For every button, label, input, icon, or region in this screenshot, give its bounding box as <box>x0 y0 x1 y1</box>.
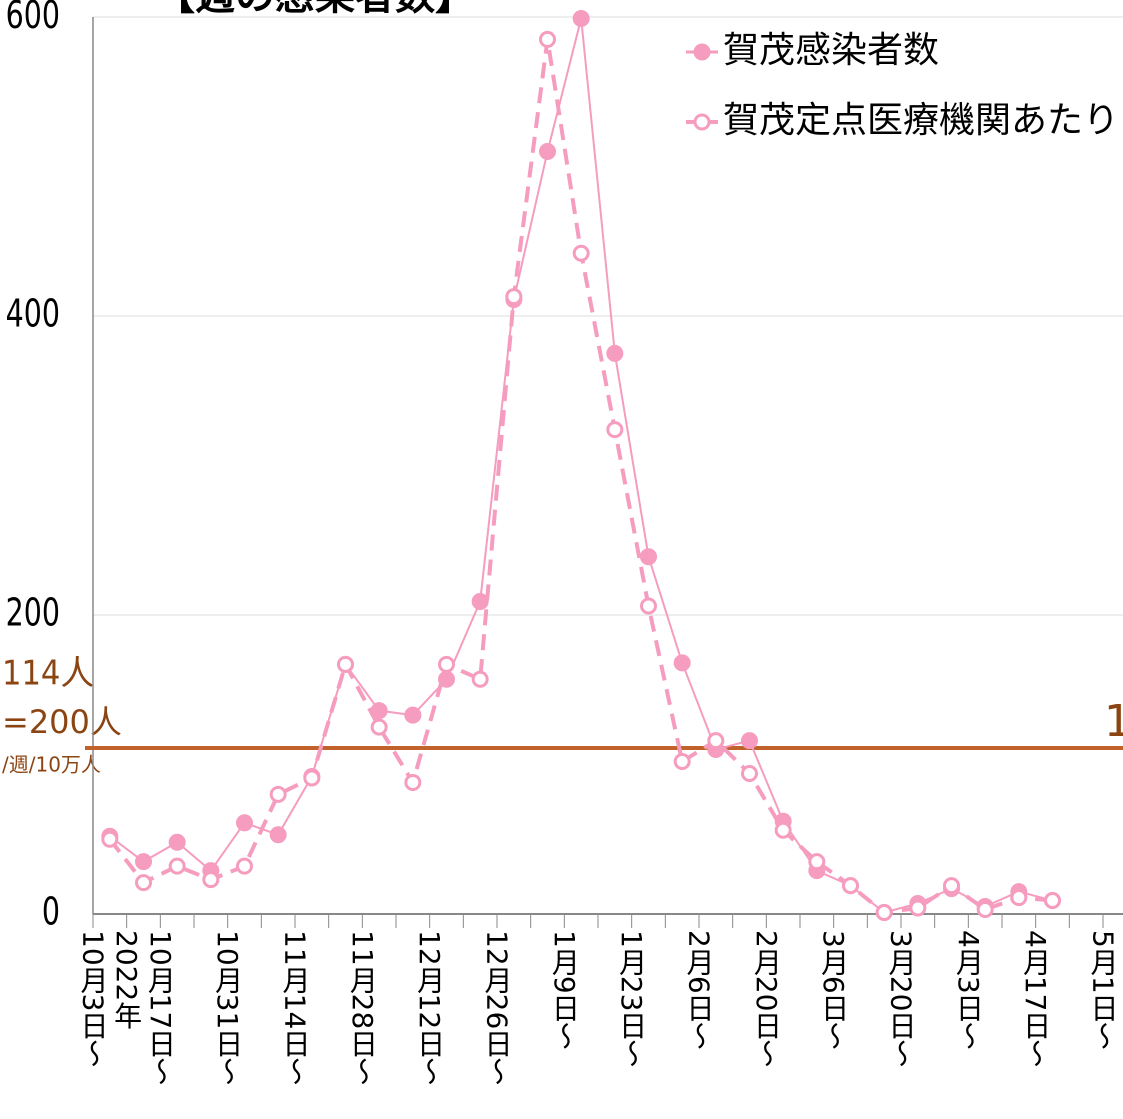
legend-label: 賀茂定点医療機関あたり <box>723 100 1119 141</box>
annotation: /週/10万人 <box>2 753 101 777</box>
point <box>606 421 624 439</box>
point <box>707 732 725 750</box>
point <box>976 901 994 919</box>
point <box>673 753 691 771</box>
point <box>640 548 657 566</box>
x-tick-label: 3月20日～ <box>885 930 918 1067</box>
point <box>539 30 556 48</box>
chart-title: 【週の感染者数】 <box>155 0 475 19</box>
x-tick-label: 3月6日～ <box>817 930 850 1050</box>
point <box>808 853 826 871</box>
point <box>1010 889 1028 907</box>
y-tick-label: 200 <box>6 591 60 635</box>
x-tick-label: 11月14日～ <box>279 930 312 1085</box>
point <box>875 904 893 922</box>
point <box>572 9 590 27</box>
x-tick-label: 4月17日～ <box>1019 930 1052 1067</box>
point <box>269 826 287 844</box>
point <box>842 877 859 895</box>
point <box>774 821 792 839</box>
series-line <box>108 39 1053 915</box>
legend-marker <box>693 43 711 61</box>
point <box>269 785 287 803</box>
annotation: 1 <box>1104 696 1123 747</box>
point <box>505 288 523 306</box>
point <box>909 899 927 917</box>
point <box>741 764 758 782</box>
x-tick-label: 10月31日～ <box>211 930 244 1085</box>
x-tick-label: 10月3日～ <box>77 930 110 1067</box>
y-tick-label: 0 <box>42 890 60 934</box>
point <box>539 143 556 161</box>
point <box>236 814 253 832</box>
x-tick-label: 1月23日～ <box>615 930 648 1067</box>
point <box>1044 892 1061 910</box>
point <box>640 597 657 615</box>
point <box>135 874 152 892</box>
point <box>404 706 422 724</box>
point <box>202 871 220 889</box>
point <box>943 877 960 895</box>
point <box>101 830 119 848</box>
x-tick-label: 11月28日～ <box>346 930 379 1085</box>
point <box>471 670 489 688</box>
point <box>303 769 321 787</box>
point <box>606 344 624 362</box>
point <box>236 857 253 875</box>
y-tick-label: 600 <box>6 0 60 37</box>
x-tick-label: 12月26日～ <box>481 930 514 1085</box>
y-tick-label: 400 <box>6 292 60 336</box>
point <box>404 773 422 791</box>
x-tick-label: 10月17日～ <box>144 930 177 1085</box>
x-tick-label: 2月6日～ <box>683 930 716 1050</box>
series-line <box>109 18 1053 914</box>
x-tick-label: 4月3日～ <box>952 930 985 1050</box>
point <box>572 244 590 262</box>
x-tick-label: 5月1日～ <box>1087 930 1120 1050</box>
point <box>438 655 455 673</box>
point <box>337 655 354 673</box>
legend-label: 賀茂感染者数 <box>723 30 939 71</box>
point <box>135 853 152 871</box>
legend-marker <box>693 113 711 131</box>
x-tick-label: 1月9日～ <box>548 930 581 1050</box>
point <box>168 857 186 875</box>
x-tick-label: 12月12日～ <box>413 930 446 1085</box>
x-tick-label: 2022年 <box>110 930 143 1029</box>
point <box>673 654 691 672</box>
point <box>168 833 186 851</box>
point <box>471 593 489 611</box>
annotation: 114人 <box>2 654 94 694</box>
point <box>741 732 758 750</box>
annotation: =200人 <box>2 703 122 741</box>
point <box>370 718 388 736</box>
x-tick-label: 2月20日～ <box>750 930 783 1067</box>
